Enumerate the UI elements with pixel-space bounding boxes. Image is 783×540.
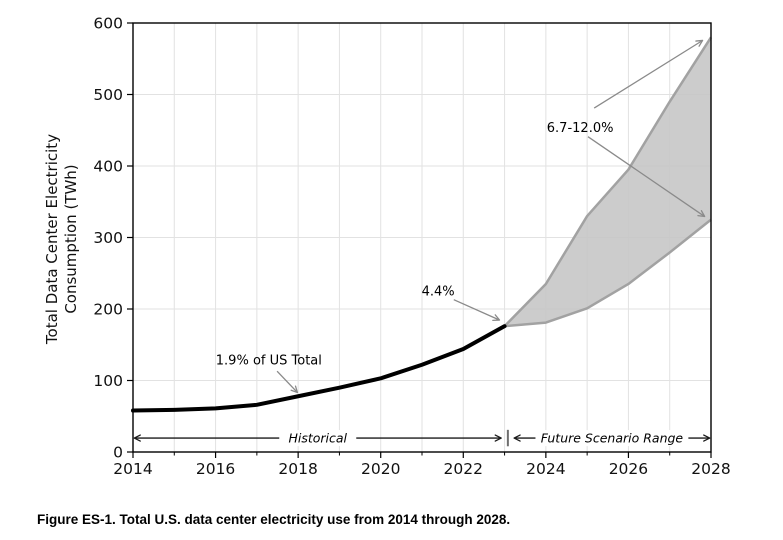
x-tick-label: 2026 xyxy=(609,460,648,478)
x-tick-label: 2016 xyxy=(196,460,235,478)
x-tick-label: 2020 xyxy=(361,460,400,478)
span-text: Future Scenario Range xyxy=(541,430,684,445)
annotation-share-2023: 4.4% xyxy=(422,285,501,322)
y-axis-label-line2: Consumption (TWh) xyxy=(62,164,80,314)
y-tick-label: 200 xyxy=(93,300,123,318)
annotation-text: 6.7-12.0% xyxy=(547,121,614,136)
annotation-arrow xyxy=(276,370,299,394)
y-axis-label-line1: Total Data Center Electricity xyxy=(43,133,61,345)
historical-line xyxy=(131,324,507,413)
y-tick-label: 500 xyxy=(93,86,123,104)
annotation-share-2018: 1.9% of US Total xyxy=(216,353,322,394)
future-range-upper-edge xyxy=(503,36,713,328)
annotation-arrow xyxy=(593,39,704,109)
annotation-text: 1.9% of US Total xyxy=(216,353,322,368)
span-text: Historical xyxy=(288,430,347,445)
x-tick-label: 2028 xyxy=(691,460,730,478)
y-tick-label: 0 xyxy=(113,443,123,461)
chart-canvas: 2014 2016 2018 2020 2022 2024 2026 2028 0 100 200 3… xyxy=(93,14,731,478)
x-tick-label: 2018 xyxy=(278,460,317,478)
x-tick-label: 2022 xyxy=(444,460,483,478)
span-historical-span: Historical xyxy=(133,430,502,447)
y-tick-label: 100 xyxy=(93,372,123,390)
y-tick-label: 300 xyxy=(93,229,123,247)
annotation-arrow xyxy=(453,299,501,322)
x-tick-label: 2024 xyxy=(526,460,565,478)
annotation-text: 4.4% xyxy=(422,285,455,300)
annotation-arrow xyxy=(587,136,706,218)
figure-caption: Figure ES-1. Total U.S. data center elec… xyxy=(37,512,511,527)
span-future-span: Future Scenario Range xyxy=(513,430,711,447)
y-tick-label: 600 xyxy=(93,14,123,32)
future-range-band xyxy=(503,36,713,328)
future-range-lower-edge xyxy=(504,218,712,328)
x-tick-label: 2014 xyxy=(113,460,152,478)
y-axis: 0 100 200 300 400 500 600 xyxy=(93,14,133,461)
y-tick-label: 400 xyxy=(93,157,123,175)
annotation-share-2028: 6.7-12.0% xyxy=(547,39,706,218)
x-axis: 2014 2016 2018 2020 2022 2024 2026 2028 xyxy=(113,452,731,478)
